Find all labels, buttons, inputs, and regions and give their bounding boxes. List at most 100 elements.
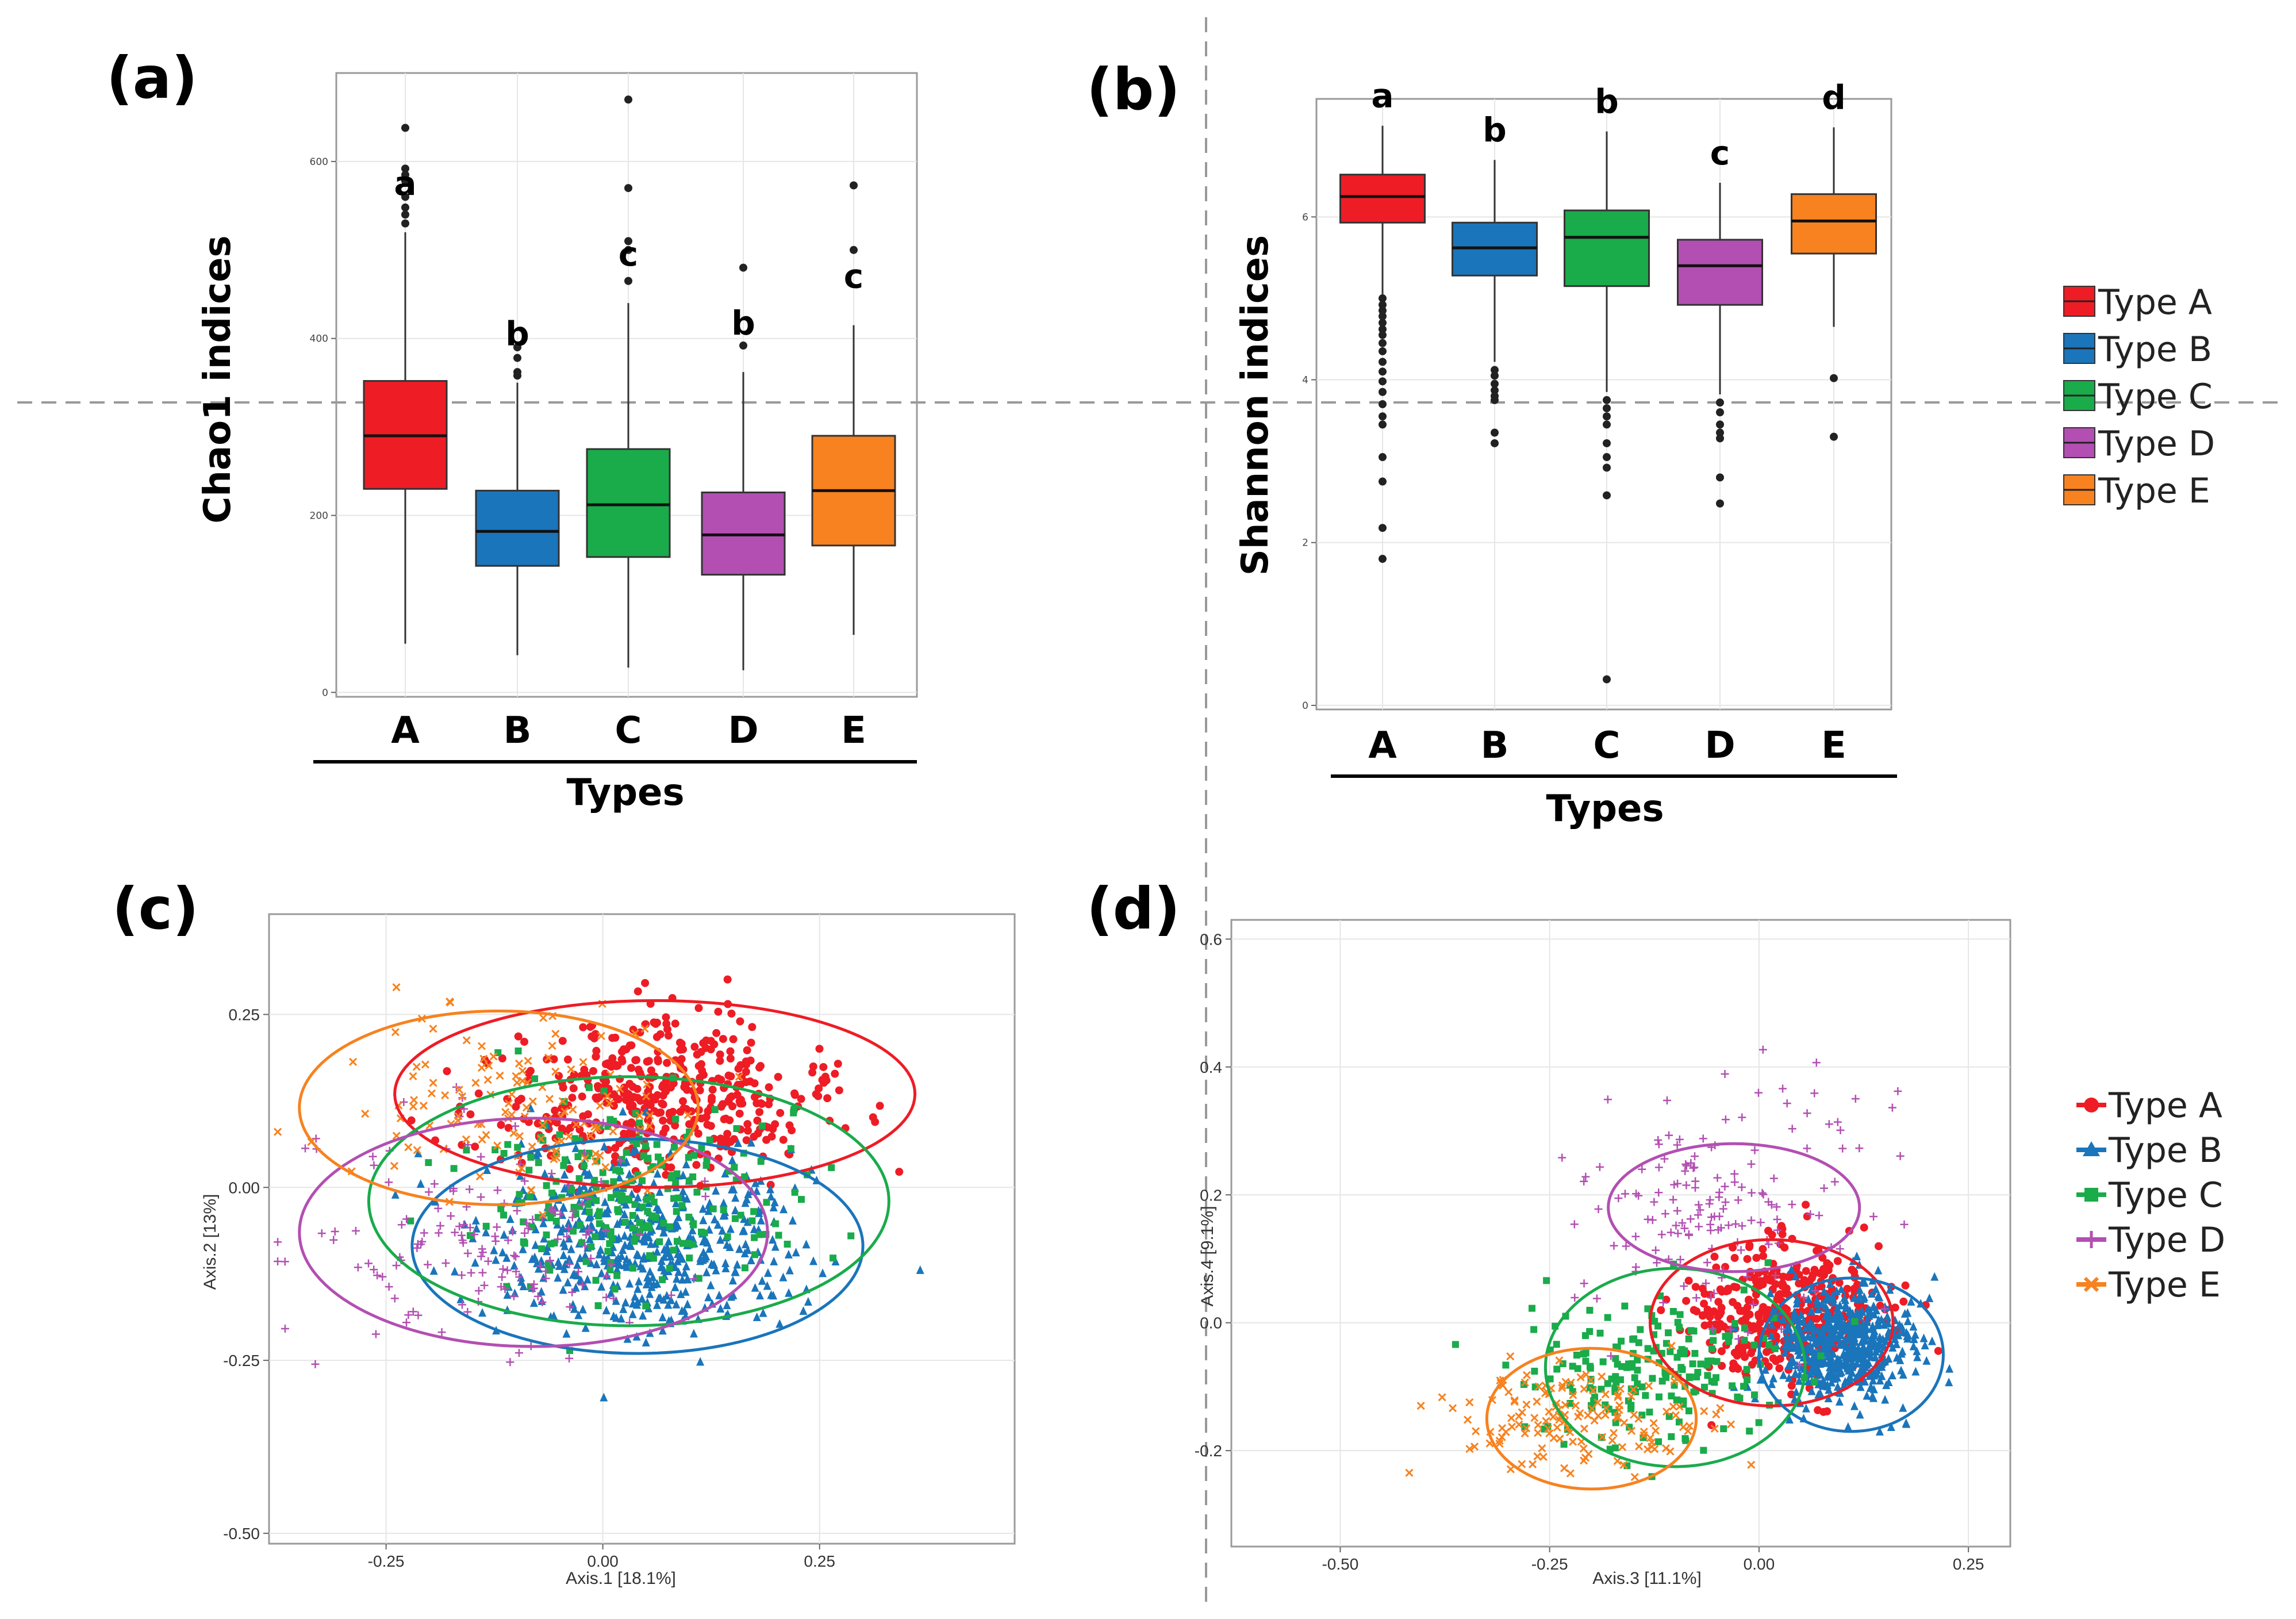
panel-d-point-type-b-354 — [1872, 1284, 1880, 1293]
panel-c-point-type-c-190 — [500, 1150, 508, 1157]
panel-c-point-type-c-58 — [695, 1275, 702, 1282]
panel-c-point-type-e-95 — [590, 1122, 599, 1131]
panel-c-point-type-a-408 — [595, 1093, 604, 1102]
panel-d-point-type-c-192 — [1673, 1396, 1681, 1403]
panel-d-point-type-a-321 — [1835, 1279, 1844, 1287]
panel-d-point-type-d-134 — [1653, 1259, 1661, 1267]
panel-c-point-type-b-266 — [623, 1254, 631, 1263]
panel-d-point-type-c-10 — [1771, 1345, 1779, 1352]
panel-c-point-type-c-123 — [693, 1188, 701, 1196]
panel-d-point-type-a-307 — [1768, 1230, 1776, 1239]
panel-c-point-type-d-66 — [536, 1261, 544, 1270]
panel-c-point-type-b-517 — [767, 1290, 775, 1299]
panel-d-point-type-e-18 — [1553, 1423, 1561, 1432]
panel-d-point-type-c-135 — [1694, 1369, 1702, 1376]
panel-c-point-type-e-41 — [413, 1146, 421, 1154]
panel-c-point-type-b-173 — [769, 1203, 778, 1212]
panel-d-point-type-d-2 — [1710, 1289, 1718, 1298]
panel-c-point-type-a-37 — [514, 1032, 523, 1041]
panel-d-point-type-b-264 — [1823, 1382, 1832, 1391]
panel-b-outlier-A-0 — [1379, 294, 1387, 302]
panel-c-point-type-d-13 — [542, 1274, 550, 1283]
panel-d-point-type-b-481 — [1860, 1376, 1869, 1386]
panel-d-point-type-c-168 — [1560, 1441, 1568, 1448]
legend-pcoa-marker-b — [2083, 1141, 2100, 1156]
panel-c-point-type-c-238 — [610, 1178, 617, 1186]
panel-d-point-type-e-128 — [1618, 1442, 1627, 1451]
panel-d-point-type-d-80 — [1654, 1163, 1663, 1172]
panel-c-point-type-b-171 — [652, 1300, 661, 1309]
panel-c-point-type-d-46 — [493, 1223, 501, 1231]
panel-c-point-type-b-61 — [673, 1256, 682, 1265]
panel-d-point-type-e-30 — [1518, 1408, 1526, 1417]
panel-d-point-type-a-378 — [1719, 1322, 1728, 1331]
panel-d-point-type-b-394 — [1829, 1325, 1837, 1334]
panel-d-point-type-d-42 — [1558, 1153, 1566, 1162]
panel-c-point-type-b-375 — [597, 1226, 605, 1236]
panel-d-point-type-c-162 — [1634, 1356, 1641, 1364]
panel-d-point-type-e-21 — [1584, 1411, 1592, 1419]
panel-c-point-type-a-400 — [776, 1108, 785, 1117]
panel-c-point-type-b-415 — [780, 1204, 788, 1214]
panel-c-point-type-c-56 — [593, 1197, 600, 1204]
panel-d-point-type-c-6 — [1599, 1358, 1607, 1365]
panel-c-point-type-b-478 — [600, 1253, 608, 1262]
panel-d-point-type-c-47 — [1704, 1372, 1711, 1379]
panel-c-point-type-c-119 — [741, 1264, 748, 1272]
panel-d-point-type-d-4 — [1571, 1293, 1579, 1302]
panel-c-point-type-c-0 — [711, 1106, 719, 1114]
panel-c-point-type-a-288 — [876, 1102, 884, 1110]
panel-d-point-type-b-54 — [1881, 1395, 1890, 1404]
panel-d-point-type-d-108 — [1699, 1134, 1707, 1143]
panel-d-point-type-e-73 — [1465, 1398, 1474, 1407]
panel-c-point-type-a-377 — [633, 1094, 642, 1102]
panel-c-point-type-a-248 — [788, 1126, 796, 1135]
panel-c-point-type-b-355 — [506, 1214, 515, 1223]
panel-c-point-type-b-394 — [785, 1265, 794, 1275]
panel-b-significance-D: c — [1710, 133, 1730, 172]
panel-d-point-type-b-59 — [1882, 1380, 1891, 1390]
panel-b-outlier-B-1 — [1491, 371, 1499, 380]
panel-d-point-type-e-67 — [1448, 1404, 1457, 1413]
panel-d-point-type-c-67 — [1681, 1435, 1689, 1442]
panel-d-point-type-c-7 — [1741, 1324, 1748, 1332]
panel-c-point-type-d-9 — [601, 1226, 610, 1235]
panel-c-point-type-a-362 — [407, 1116, 416, 1125]
panel-c-point-type-c-86 — [527, 1153, 535, 1161]
panel-c-point-type-b-95 — [510, 1261, 519, 1270]
panel-d-point-type-b-492 — [1833, 1382, 1842, 1391]
panel-c-point-type-c-109 — [577, 1221, 584, 1229]
panel-d-point-type-a-349 — [1682, 1296, 1691, 1305]
panel-b-box-C — [1564, 209, 1650, 287]
panel-d-point-type-a-310 — [1805, 1277, 1814, 1286]
panel-d-point-type-d-91 — [1673, 1207, 1681, 1215]
panel-d-point-type-e-9 — [1518, 1460, 1526, 1468]
panel-c-point-type-c-46 — [656, 1238, 663, 1245]
panel-c-point-type-b-305 — [665, 1237, 673, 1246]
panel-c-point-type-d-134 — [528, 1215, 537, 1224]
panel-d-point-type-a-218 — [1776, 1355, 1784, 1363]
panel-d-point-type-c-195 — [1700, 1383, 1708, 1391]
panel-c-point-type-d-71 — [564, 1224, 573, 1233]
panel-c-point-type-d-89 — [515, 1273, 524, 1282]
panel-d-y-tick-label-3: 0.4 — [1200, 1058, 1222, 1076]
panel-d-point-type-d-3 — [1788, 1200, 1796, 1209]
panel-c-point-type-b-317 — [677, 1289, 685, 1298]
panel-d-x-axis-title: Axis.3 [11.1%] — [1592, 1569, 1702, 1588]
panel-c-point-type-e-97 — [409, 1102, 417, 1111]
panel-d-point-type-b-271 — [1843, 1325, 1852, 1334]
panel-d-point-type-a-343 — [1759, 1303, 1768, 1311]
panel-c-point-type-c-87 — [621, 1218, 629, 1226]
panel-d-point-type-c-4 — [1644, 1345, 1652, 1352]
panel-c-point-type-e-119 — [684, 1111, 692, 1119]
panel-c-point-type-b-472 — [583, 1275, 592, 1284]
panel-c-point-type-c-204 — [525, 1167, 533, 1174]
panel-c-point-type-c-67 — [685, 1154, 692, 1161]
panel-a-outlier-B-1 — [513, 368, 521, 377]
panel-d-point-type-d-15 — [1665, 1131, 1673, 1140]
panel-c-point-type-b-17 — [561, 1259, 570, 1268]
panel-c-x-ticks: -0.25 0.00 0.25 — [368, 1544, 835, 1570]
panel-c-point-type-b-49 — [646, 1267, 654, 1276]
panel-c-point-type-d-15 — [581, 1241, 589, 1250]
panel-c-point-type-a-384 — [698, 1066, 707, 1075]
